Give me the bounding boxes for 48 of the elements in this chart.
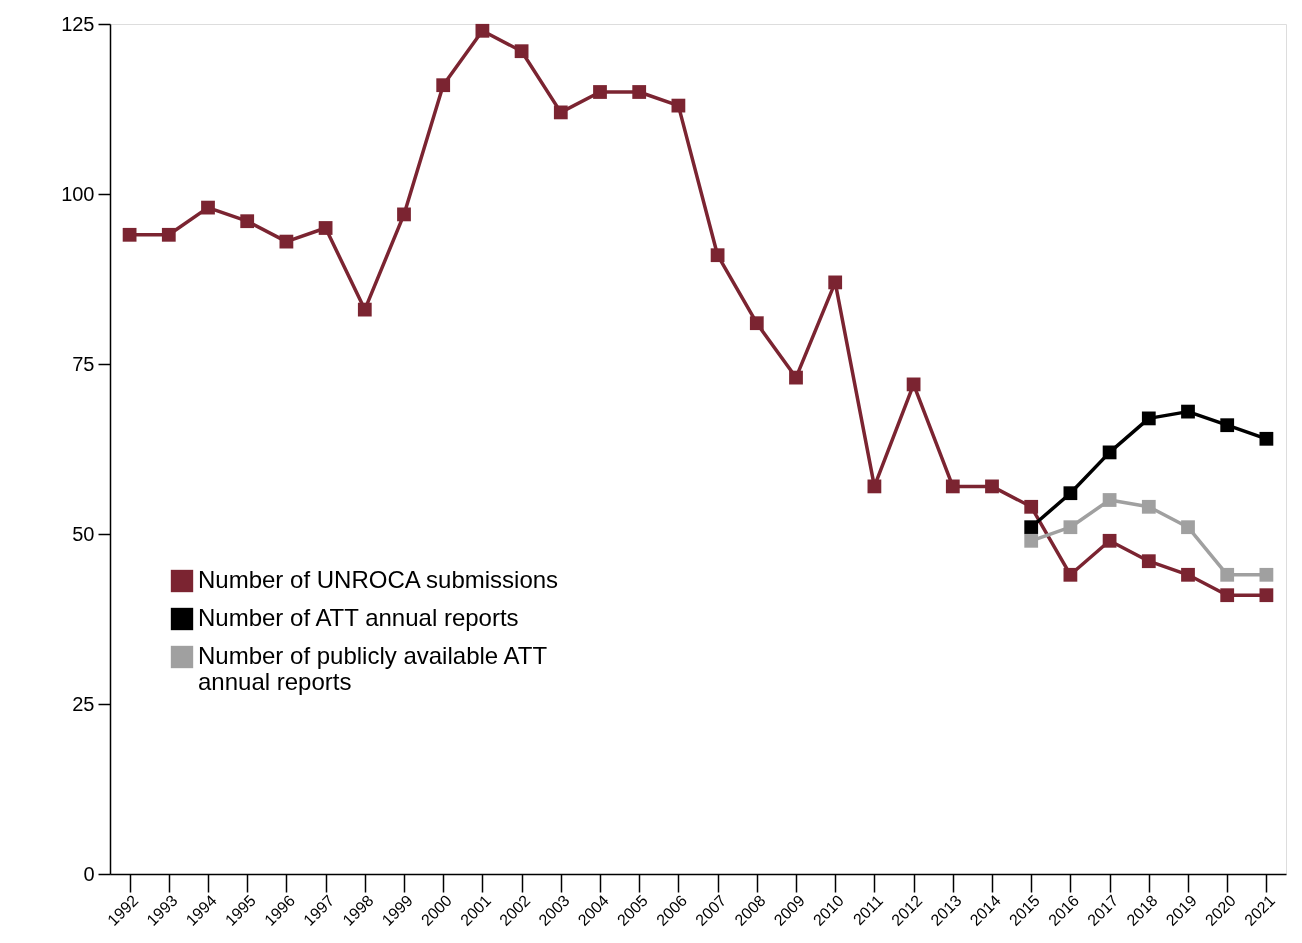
point bbox=[1259, 431, 1274, 446]
point bbox=[1102, 493, 1117, 507]
point bbox=[1220, 588, 1235, 603]
point bbox=[514, 44, 529, 59]
point bbox=[1063, 520, 1078, 535]
point bbox=[1259, 588, 1274, 603]
point bbox=[475, 23, 490, 38]
point bbox=[161, 227, 176, 242]
point bbox=[1063, 486, 1078, 501]
point bbox=[1220, 567, 1235, 582]
legend-label: Number of publicly available ATT annual reports bbox=[198, 642, 548, 695]
point bbox=[1024, 533, 1039, 548]
y-tick-label: 50 bbox=[72, 522, 95, 545]
point bbox=[201, 200, 215, 215]
point bbox=[357, 302, 372, 317]
point bbox=[749, 316, 764, 331]
point bbox=[553, 105, 568, 120]
point bbox=[1102, 533, 1117, 548]
point bbox=[1141, 554, 1156, 569]
legend-label: Number of UNROCA submissions bbox=[198, 566, 559, 593]
point bbox=[593, 85, 607, 99]
legend-label: Number of ATT annual reports bbox=[198, 604, 519, 631]
point bbox=[397, 207, 411, 222]
y-tick-label: 125 bbox=[61, 12, 95, 35]
point bbox=[632, 85, 647, 99]
point bbox=[318, 221, 333, 235]
point bbox=[945, 479, 960, 494]
point bbox=[122, 227, 137, 242]
point bbox=[240, 214, 255, 229]
point bbox=[1181, 404, 1195, 419]
point bbox=[1024, 520, 1039, 535]
point bbox=[1220, 418, 1235, 433]
point bbox=[1063, 567, 1078, 582]
point bbox=[789, 370, 803, 385]
point bbox=[1181, 520, 1195, 535]
y-tick-label: 0 bbox=[83, 862, 95, 885]
y-tick-label: 100 bbox=[61, 182, 95, 205]
y-tick-label: 25 bbox=[72, 692, 95, 715]
point bbox=[1181, 567, 1195, 582]
point bbox=[1141, 499, 1156, 514]
point bbox=[710, 248, 725, 263]
point bbox=[1259, 567, 1274, 582]
point bbox=[1024, 499, 1039, 514]
point bbox=[436, 78, 451, 93]
point bbox=[828, 275, 843, 290]
point bbox=[1141, 411, 1156, 426]
y-tick-label: 75 bbox=[72, 352, 95, 375]
point bbox=[985, 479, 999, 494]
